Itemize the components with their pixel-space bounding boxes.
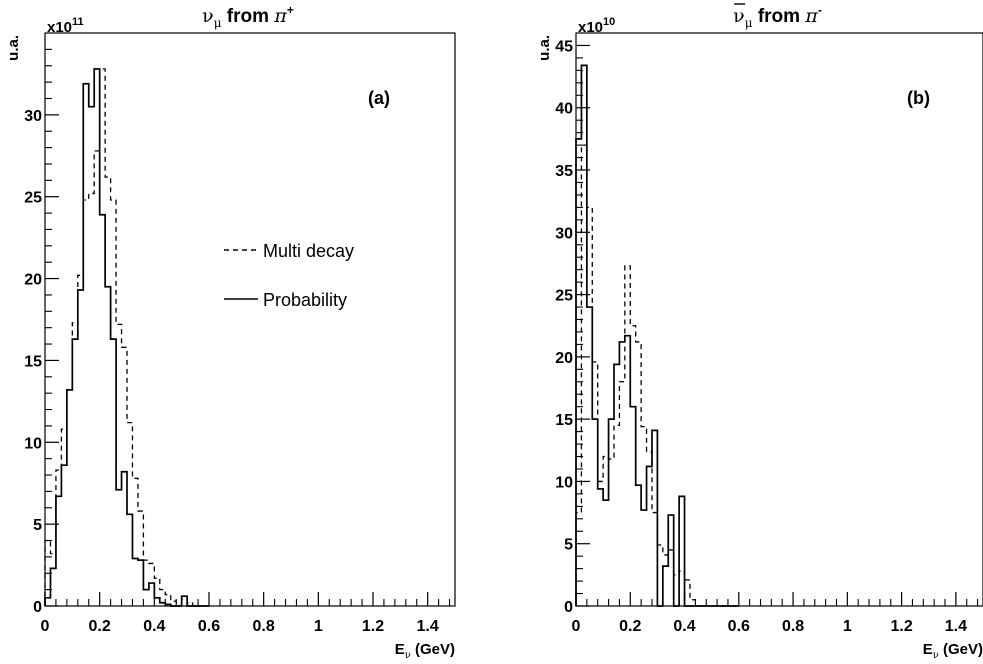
x-tick-label: 0.8 [253, 618, 275, 635]
y-tick-label: 20 [24, 272, 42, 289]
plot-frame [44, 32, 456, 607]
y-tick-label: 25 [24, 190, 42, 207]
y-tick-label: 10 [555, 474, 573, 491]
y-multiplier: x1011 [47, 16, 84, 36]
x-tick-label: 0.4 [673, 618, 695, 635]
x-tick-label: 1.4 [945, 618, 967, 635]
y-tick-label: 0 [33, 599, 42, 616]
x-tick-label: 0.6 [198, 618, 220, 635]
x-tick-label: 1 [843, 618, 852, 635]
histogram-probability [44, 68, 209, 607]
y-axis-label: u.a. [5, 35, 22, 61]
histogram-probability [575, 64, 739, 607]
y-tick-label: 40 [555, 101, 573, 118]
x-tick-label: 1.2 [362, 618, 384, 635]
x-tick-label: 0.4 [143, 618, 165, 635]
panel-tag: (a) [368, 88, 390, 108]
x-tick-label: 1.2 [890, 618, 912, 635]
y-tick-label: 45 [555, 38, 573, 55]
x-tick-label: 0 [41, 618, 50, 635]
panel-b: 0 0.2 0.4 0.6 0.8 1 1.2 1.4 0 5 10 15 20 25 30 35 40 45 x1… [536, 3, 983, 661]
x-tick-label: 1 [314, 618, 323, 635]
panel-a: 0 0.2 0.4 0.6 0.8 1 1.2 1.4 0 5 10 15 20 25 30 x1011 u.a… [5, 3, 456, 661]
histogram-multi-decay [44, 68, 209, 607]
y-multiplier: x1010 [578, 16, 615, 36]
y-tick-label: 0 [564, 599, 573, 616]
x-tick-label: 0.6 [728, 618, 750, 635]
y-tick-label: 10 [24, 435, 42, 452]
y-tick-label: 20 [555, 350, 573, 367]
y-tick-label: 30 [24, 108, 42, 125]
chart-title: νμ from π+ [202, 3, 294, 30]
y-tick-label: 5 [564, 537, 573, 554]
y-tick-label: 35 [555, 163, 573, 180]
y-tick-label: 30 [555, 225, 573, 242]
chart-title: νμ from π- [733, 3, 822, 30]
x-tick-label: 1.4 [417, 618, 439, 635]
histogram-multi-decay [575, 144, 739, 607]
panel-tag: (b) [907, 88, 930, 108]
y-axis-label: u.a. [536, 35, 553, 61]
y-tick-label: 15 [24, 353, 42, 370]
x-axis-label: Eν (GeV) [923, 641, 983, 661]
y-tick-label: 15 [555, 412, 573, 429]
x-tick-label: 0 [572, 618, 581, 635]
x-tick-label: 0.2 [89, 618, 111, 635]
legend-label-multi-decay: Multi decay [263, 241, 354, 261]
x-tick-label: 0.2 [619, 618, 641, 635]
x-tick-label: 0.8 [782, 618, 804, 635]
x-axis-label: Eν (GeV) [395, 641, 455, 661]
y-tick-label: 5 [33, 517, 42, 534]
legend: Multi decay Probability [224, 241, 354, 310]
y-tick-label: 25 [555, 288, 573, 305]
legend-label-probability: Probability [263, 290, 347, 310]
